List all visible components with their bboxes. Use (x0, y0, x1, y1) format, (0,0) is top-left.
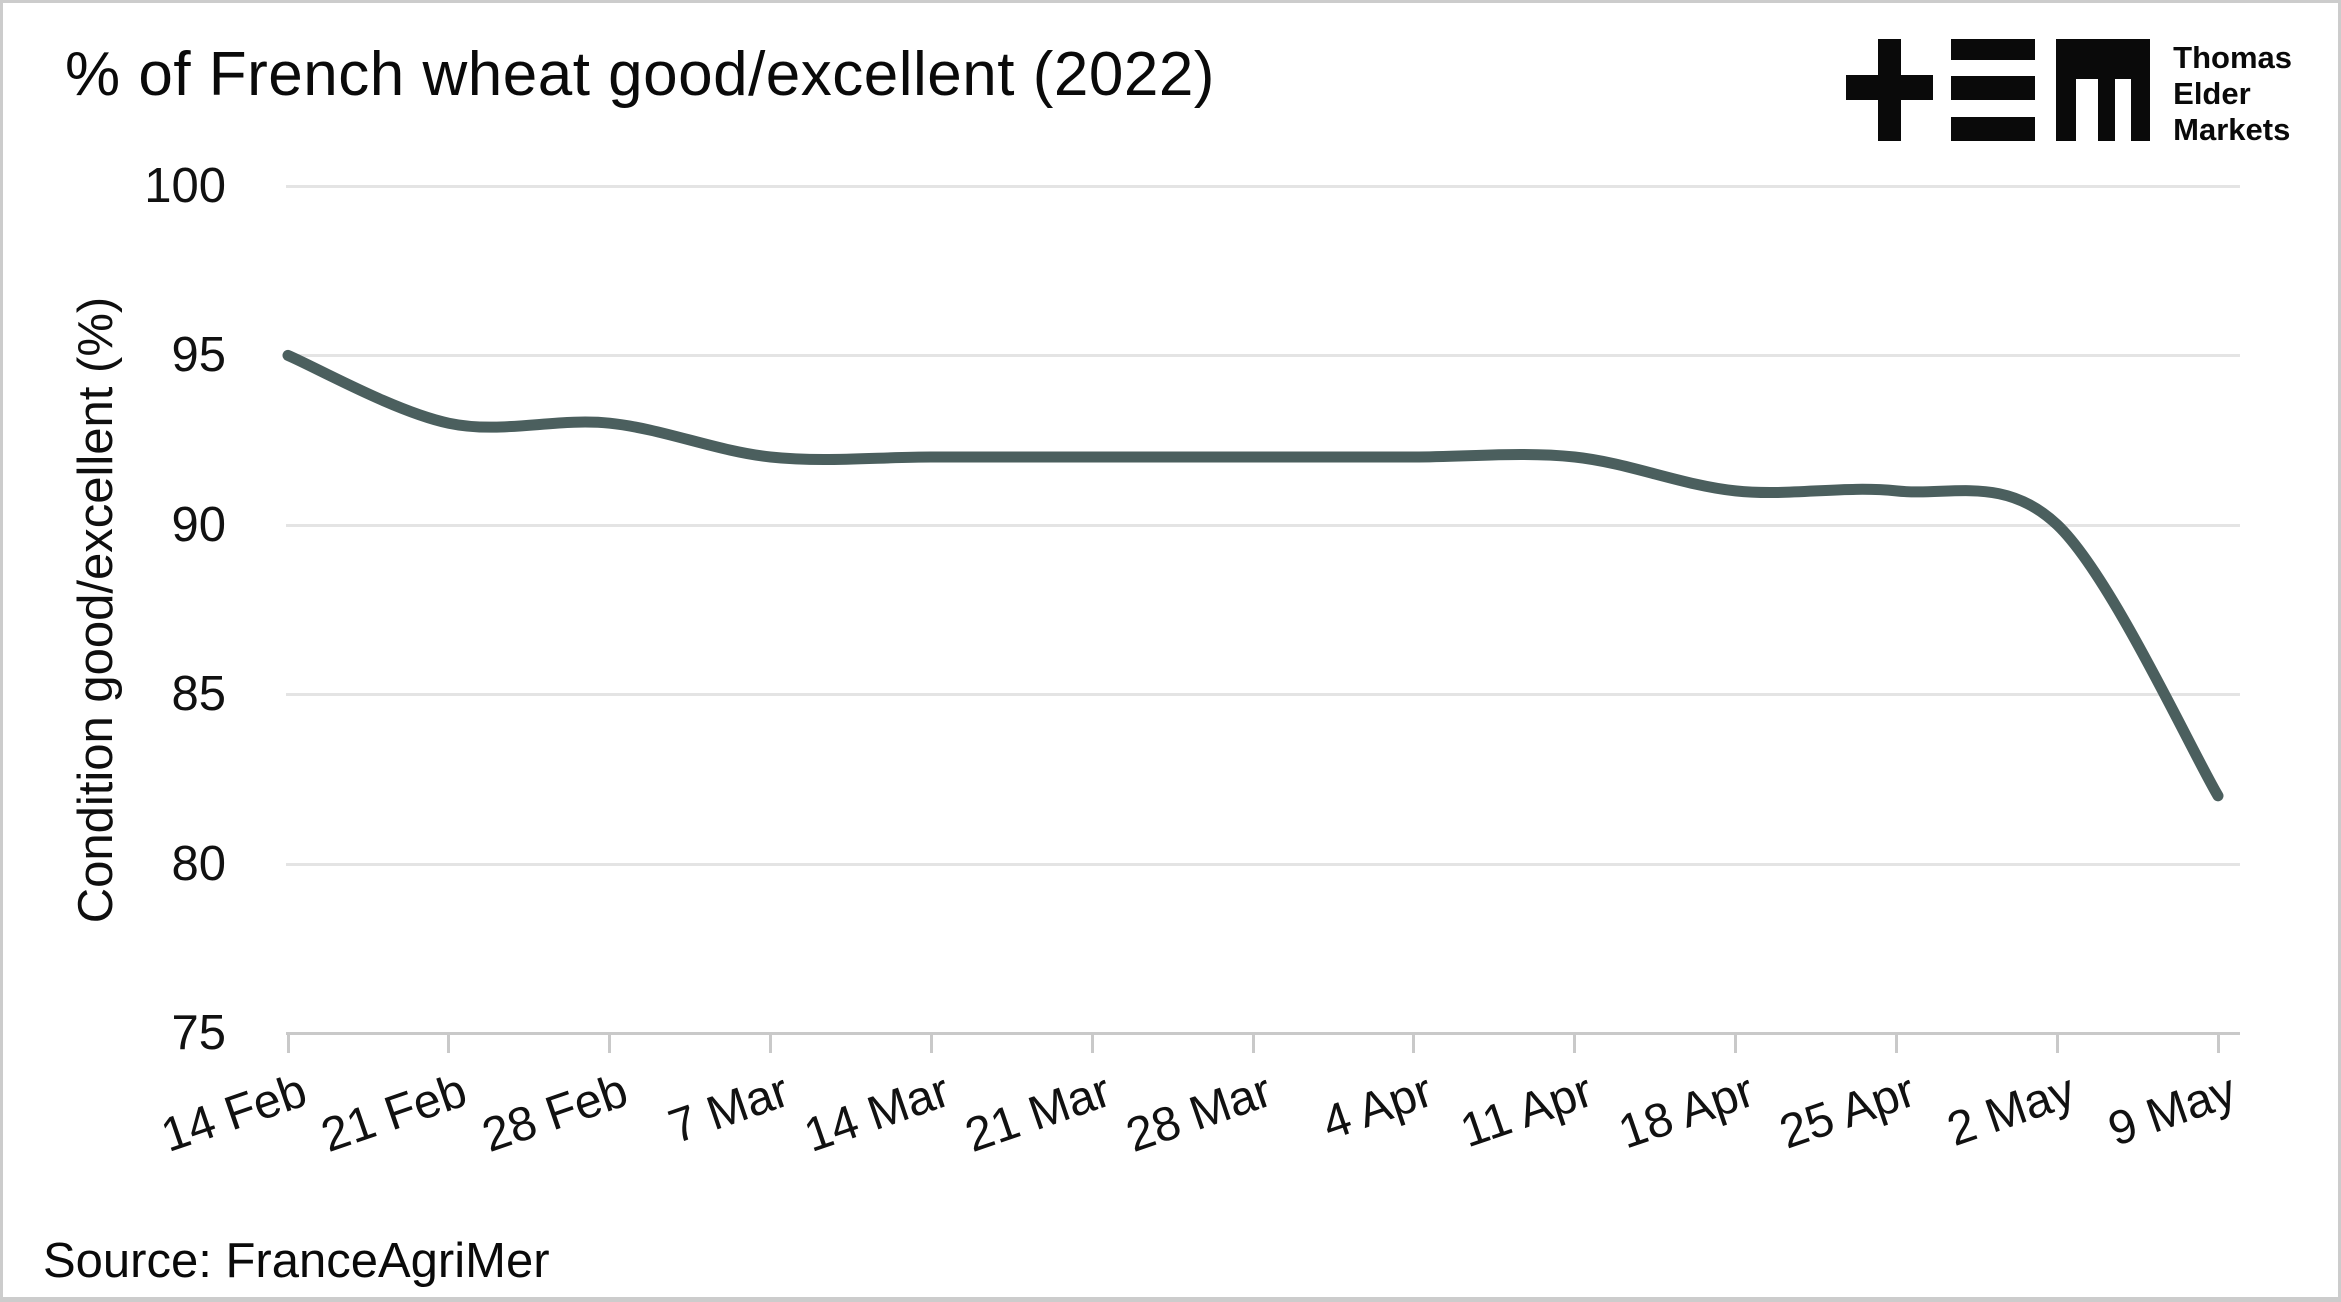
y-tick-label-80: 80 (171, 836, 226, 891)
x-tick-label-1: 21 Feb (315, 1064, 474, 1163)
source-note: Source: FranceAgriMer (43, 1234, 550, 1288)
x-tick-mark-8 (1573, 1032, 1577, 1053)
x-tick-label-4: 14 Mar (797, 1064, 957, 1163)
gridline-y-95 (286, 354, 2240, 358)
x-axis-line (286, 1032, 2240, 1035)
x-tick-label-8: 11 Apr (1454, 1064, 1600, 1159)
x-tick-mark-2 (608, 1032, 612, 1053)
y-axis-title: Condition good/excellent (%) (69, 296, 123, 924)
x-tick-label-9: 18 Apr (1611, 1064, 1761, 1160)
x-tick-label-11: 2 May (1941, 1064, 2083, 1157)
gridline-y-85 (286, 693, 2240, 697)
x-tick-mark-12 (2216, 1032, 2220, 1053)
x-tick-mark-1 (447, 1032, 451, 1053)
x-tick-label-5: 21 Mar (958, 1064, 1118, 1163)
x-tick-label-2: 28 Feb (476, 1064, 635, 1163)
gridline-y-80 (286, 862, 2240, 866)
x-tick-label-12: 9 May (2102, 1064, 2243, 1157)
y-tick-label-90: 90 (171, 497, 226, 552)
x-tick-mark-4 (929, 1032, 933, 1053)
series-path (282, 349, 2224, 802)
x-tick-label-7: 4 Apr (1315, 1064, 1439, 1151)
x-tick-mark-5 (1090, 1032, 1094, 1053)
brand-name-line: Elder (2173, 76, 2251, 111)
x-tick-label-0: 14 Feb (154, 1064, 313, 1163)
y-tick-label-75: 75 (171, 1006, 226, 1060)
x-tick-mark-10 (1894, 1032, 1898, 1053)
x-tick-mark-9 (1734, 1032, 1737, 1053)
y-tick-label-95: 95 (171, 328, 226, 383)
x-tick-label-6: 28 Mar (1119, 1064, 1278, 1163)
tem-logo-icon (1846, 39, 2151, 141)
page-title: % of French wheat good/excellent (2022) (65, 40, 1215, 109)
x-tick-mark-6 (1251, 1032, 1255, 1053)
x-tick-mark-11 (2055, 1032, 2059, 1053)
x-tick-mark-3 (769, 1032, 772, 1053)
x-tick-mark-7 (1412, 1032, 1416, 1053)
x-tick-mark-0 (286, 1032, 290, 1053)
brand-name-line: Markets (2173, 112, 2291, 147)
x-tick-label-10: 25 Apr (1772, 1064, 1922, 1160)
y-tick-label-85: 85 (171, 667, 226, 722)
gridline-y-90 (286, 523, 2240, 527)
x-tick-label-3: 7 Mar (662, 1064, 796, 1155)
brand-logo: Thomas Elder Markets (1846, 39, 2292, 148)
gridline-y-100 (286, 185, 2240, 188)
brand-name: Thomas Elder Markets (2173, 39, 2292, 148)
brand-name-line: Thomas (2173, 40, 2292, 75)
y-tick-label-100: 100 (144, 159, 226, 213)
